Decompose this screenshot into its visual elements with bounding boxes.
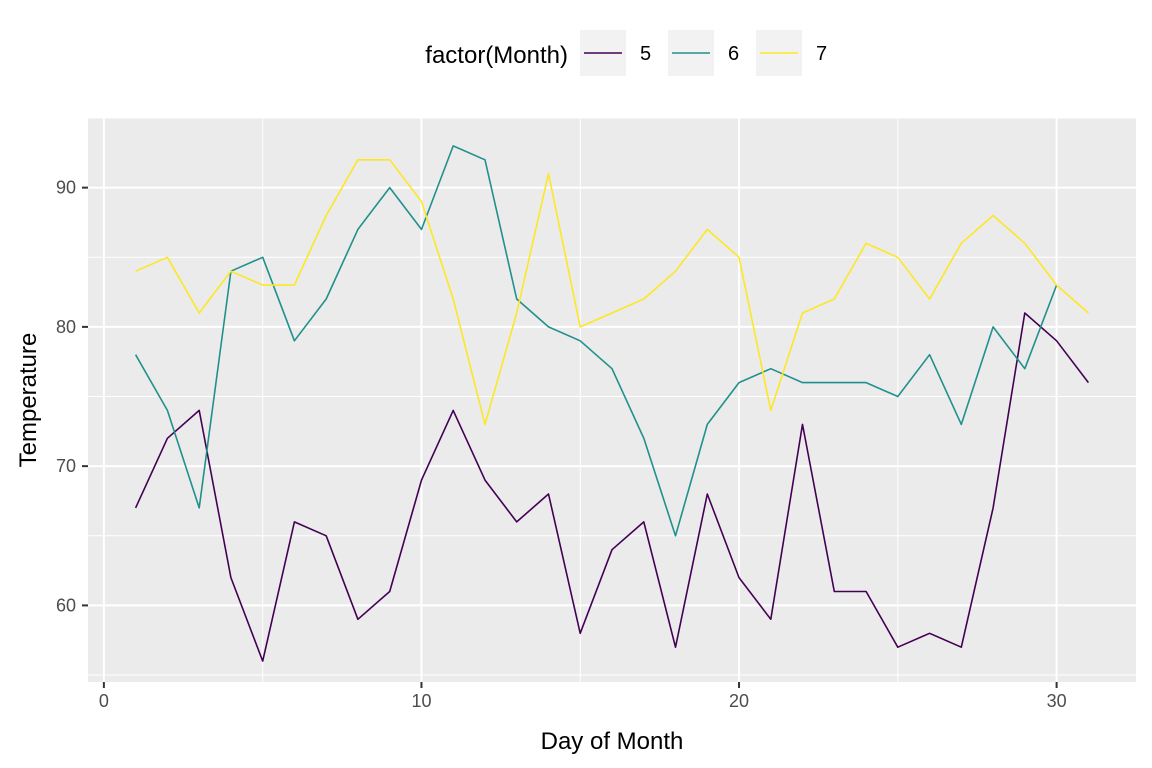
x-axis-title: Day of Month xyxy=(541,728,684,755)
series-lines xyxy=(134,145,1090,662)
y-tick-label: 60 xyxy=(56,595,76,615)
x-tick-label: 0 xyxy=(99,691,109,711)
y-axis: 60 70 80 90 xyxy=(56,178,88,615)
x-axis: 0 10 20 30 xyxy=(99,682,1067,711)
y-tick-label: 80 xyxy=(56,317,76,337)
y-tick-label: 70 xyxy=(56,456,76,476)
series-line-7 xyxy=(135,159,1089,426)
x-tick-label: 10 xyxy=(411,691,431,711)
legend-title: factor(Month) xyxy=(425,42,568,69)
series-line-5 xyxy=(134,312,1090,662)
y-axis-title: Temperature xyxy=(15,333,42,468)
y-tick-label: 90 xyxy=(56,178,76,198)
plot-panel xyxy=(88,118,1136,682)
grid-major xyxy=(88,118,1136,682)
series-line-6 xyxy=(134,145,1058,537)
x-tick-label: 20 xyxy=(729,691,749,711)
legend-label-7: 7 xyxy=(816,43,827,65)
legend: factor(Month) 5 6 7 xyxy=(425,30,827,76)
legend-label-5: 5 xyxy=(640,43,651,65)
legend-label-6: 6 xyxy=(728,43,739,65)
x-tick-label: 30 xyxy=(1047,691,1067,711)
